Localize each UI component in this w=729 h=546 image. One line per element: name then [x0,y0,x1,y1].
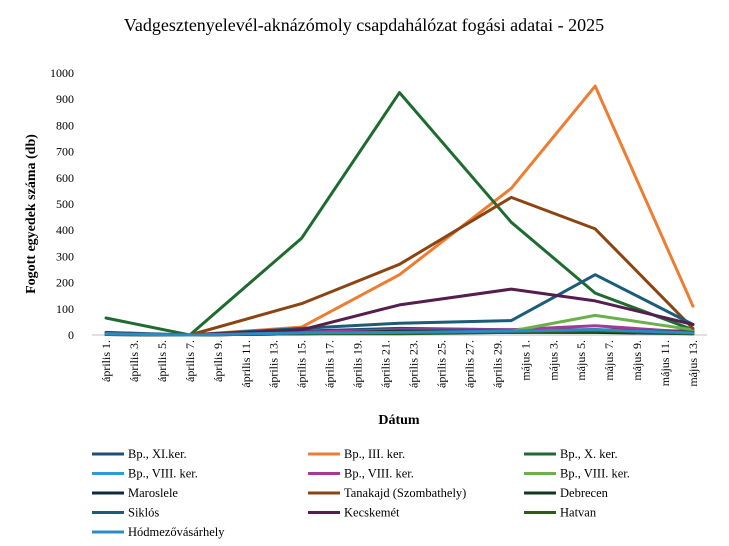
x-tick-label: április 3. [127,340,141,382]
x-tick-label: május 11. [658,340,672,386]
x-tick-label: május 7. [602,340,616,381]
x-tick-label: április 9. [211,340,225,382]
x-tick-label: május 13. [686,340,700,387]
legend-label: Tanakajd (Szombathely) [344,486,466,500]
x-tick-label: április 7. [183,340,197,382]
y-tick-label: 0 [68,328,74,342]
y-axis-title: Fogott egyedek száma (db) [24,134,39,294]
legend-label: Bp., X. ker. [560,447,618,461]
x-tick-label: április 21. [379,340,393,388]
x-tick-label: május 9. [630,340,644,381]
x-tick-label: április 19. [351,340,365,388]
legend-label: Siklós [128,506,159,520]
y-tick-label: 900 [56,92,74,106]
y-tick-labels: 0 100 200 300 400 500 600 700 800 900 1000 [50,66,74,342]
legend-label: Bp., VIII. ker. [560,467,630,481]
legend-label: Hódmezővásárhely [128,525,225,539]
x-tick-labels: április 1. április 3. április 5. április 7.… [99,340,700,388]
x-tick-label: április 23. [406,340,420,388]
x-tick-label: április 17. [323,340,337,388]
y-tick-label: 700 [56,145,74,159]
series-line [104,91,695,337]
series-lines [104,84,695,337]
x-tick-label: április 25. [434,340,448,388]
y-tick-label: 600 [56,171,74,185]
legend-label: Kecskemét [344,506,400,520]
legend-label: Bp., VIII. ker. [128,467,198,481]
y-tick-label: 400 [56,223,74,237]
legend-label: Maroslele [128,486,178,500]
y-tick-label: 300 [56,249,74,263]
x-tick-label: május 5. [574,340,588,381]
legend-label: Hatvan [560,506,597,520]
y-tick-label: 200 [56,276,74,290]
x-tick-label: május 1. [518,340,532,381]
x-tick-label: április 29. [490,340,504,388]
legend-label: Debrecen [560,486,609,500]
legend-label: Bp., III. ker. [344,447,405,461]
x-tick-label: május 3. [546,340,560,381]
x-tick-label: április 13. [267,340,281,388]
legend-label: Bp., XI.ker. [128,447,187,461]
series-line [104,195,695,337]
y-tick-label: 800 [56,118,74,132]
series-line [104,328,695,337]
x-tick-label: április 5. [155,340,169,382]
y-tick-label: 100 [56,302,74,316]
y-tick-label: 1000 [50,66,74,80]
y-tick-label: 500 [56,197,74,211]
x-axis-title: Dátum [378,413,420,428]
x-tick-label: április 15. [295,340,309,388]
chart-title: Vadgesztenyelevél-aknázómoly csapdahálóz… [124,15,604,35]
x-tick-label: április 11. [239,340,253,388]
legend-label: Bp., VIII. ker. [344,467,414,481]
legend: Bp., XI.ker. Bp., III. ker. Bp., X. ker. B… [92,447,630,539]
x-tick-label: április 1. [99,340,113,382]
x-tick-label: április 27. [462,340,476,388]
